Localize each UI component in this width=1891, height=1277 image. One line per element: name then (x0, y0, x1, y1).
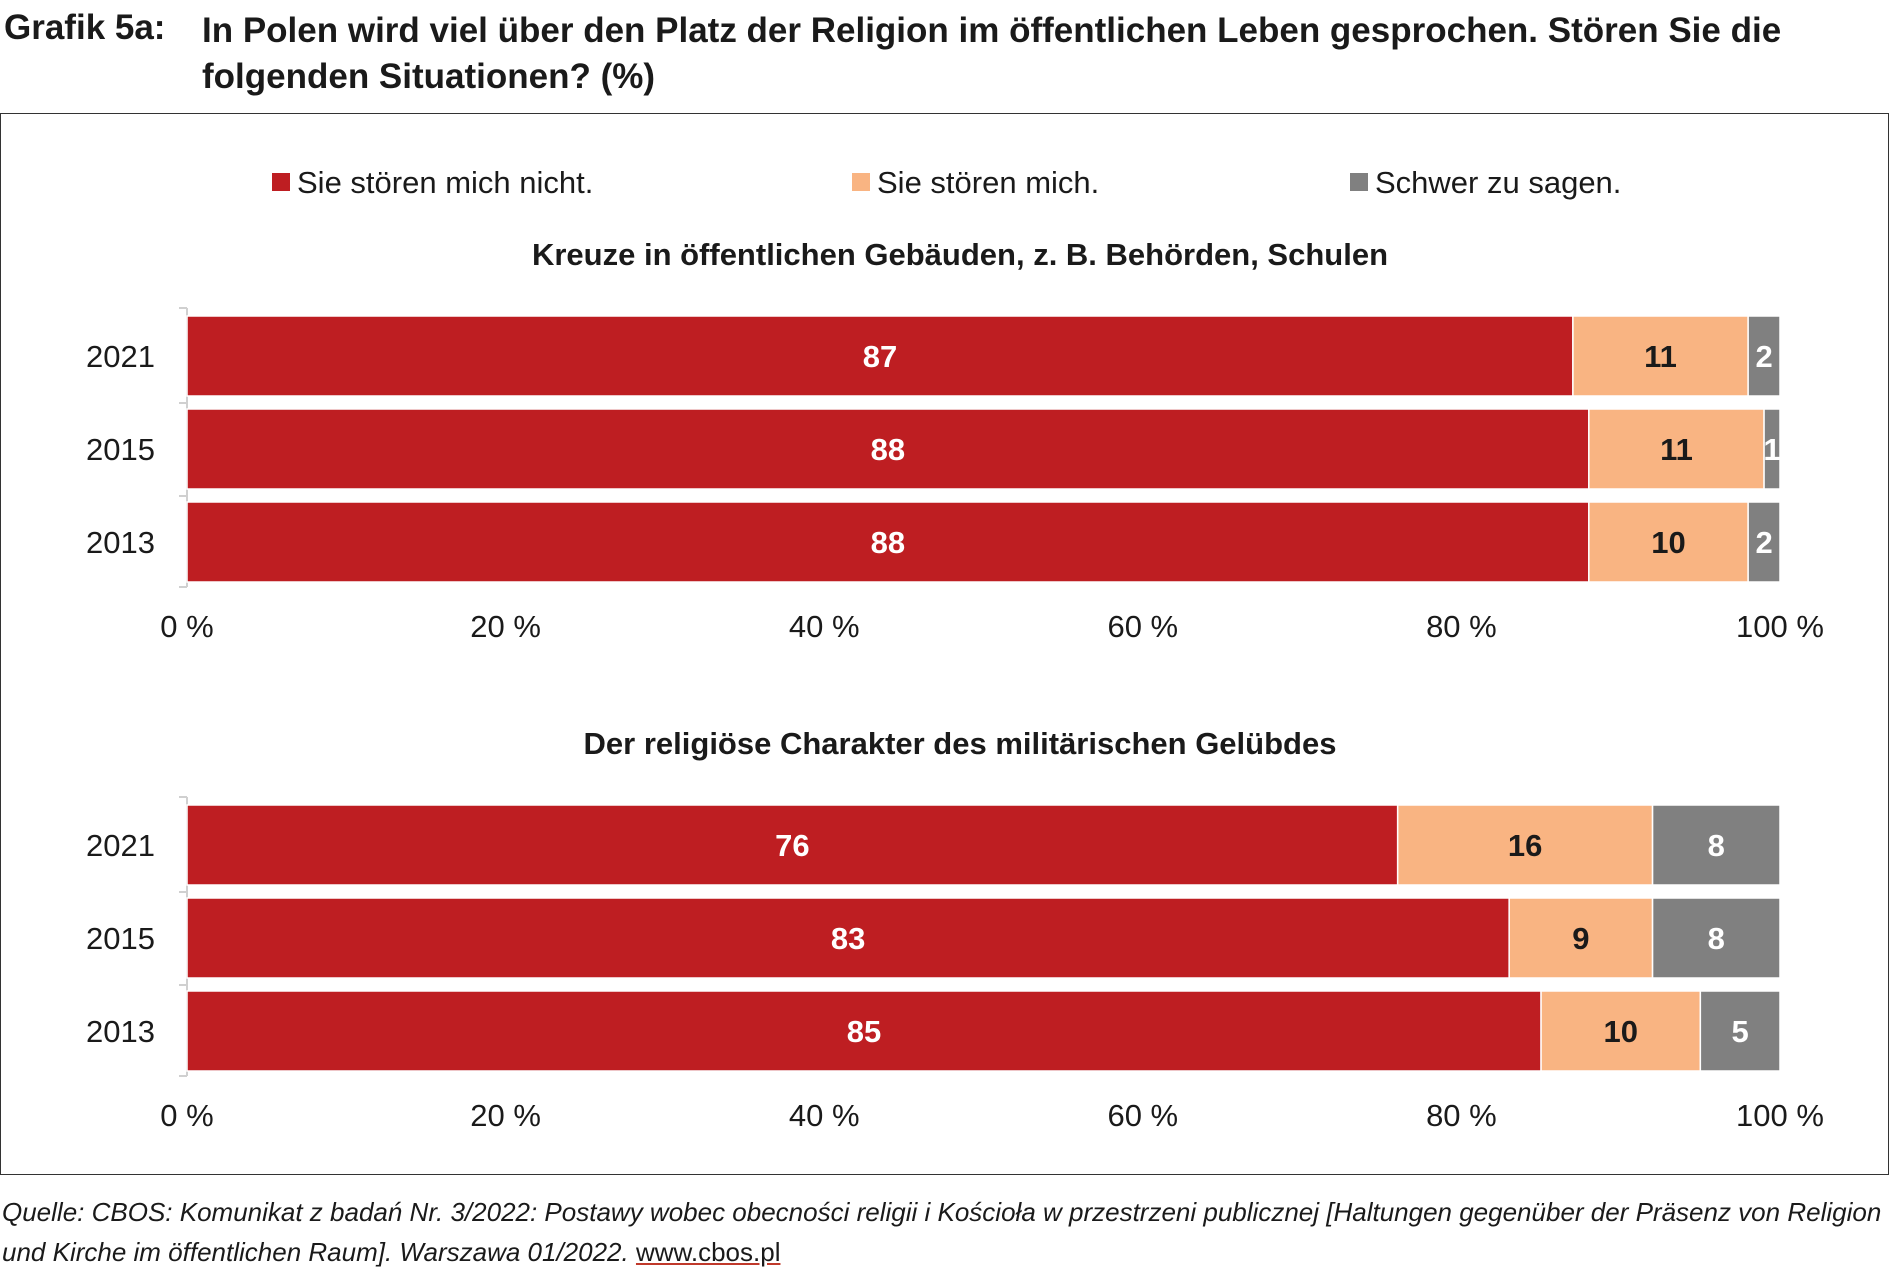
bar-segment-sie-st-ren-mich-nicht-2021 (186, 315, 1574, 397)
bar-segment-sie-st-ren-mich-2015 (1508, 897, 1654, 979)
category-label-2013: 2013 (86, 525, 155, 560)
bar-segment-sie-st-ren-mich-2015 (1588, 408, 1765, 490)
bar-segment-schwer-zu-sagen-2013 (1699, 990, 1781, 1072)
data-label-sie-st-ren-mich-2015: 11 (1660, 432, 1693, 467)
category-label-2015: 2015 (86, 432, 155, 467)
bar-segment-sie-st-ren-mich-2021 (1396, 804, 1654, 886)
data-label-schwer-zu-sagen-2013: 2 (1755, 525, 1772, 560)
data-label-schwer-zu-sagen-2021: 8 (1708, 828, 1725, 863)
legend-label-schwer-zu-sagen: Schwer zu sagen. (1375, 165, 1621, 200)
data-label-schwer-zu-sagen-2015: 8 (1708, 921, 1725, 956)
data-label-sie-st-ren-mich-2021: 11 (1644, 339, 1677, 374)
legend-swatch-schwer-zu-sagen (1350, 173, 1368, 191)
category-label-2015: 2015 (86, 921, 155, 956)
x-tick-label: 60 % (1107, 1098, 1178, 1133)
data-label-sie-st-ren-mich-2013: 10 (1603, 1014, 1637, 1049)
x-tick-label: 60 % (1107, 609, 1178, 644)
legend-swatch-sie-st-ren-mich (852, 173, 870, 191)
figure-label: Grafik 5a: (4, 8, 166, 47)
legend: Sie stören mich nicht. Sie stören mich. Sc… (272, 165, 1621, 200)
x-tick-label: 80 % (1426, 609, 1497, 644)
chart-panel-2: Der religiöse Charakter des militärische… (86, 726, 1824, 1133)
bar-segment-sie-st-ren-mich-nicht-2021 (186, 804, 1399, 886)
bar-segment-schwer-zu-sagen-2015 (1763, 408, 1781, 490)
bar-segment-schwer-zu-sagen-2015 (1651, 897, 1781, 979)
data-label-schwer-zu-sagen-2013: 5 (1732, 1014, 1749, 1049)
data-label-sie-st-ren-mich-nicht-2021: 76 (775, 828, 809, 863)
source-note: Quelle: CBOS: Komunikat z badań Nr. 3/20… (2, 1192, 1887, 1272)
chart-panel-1: Kreuze in öffentlichen Gebäuden, z. B. B… (86, 237, 1824, 644)
chart-frame (0, 113, 1889, 1175)
data-label-sie-st-ren-mich-2015: 9 (1572, 921, 1589, 956)
bar-segment-sie-st-ren-mich-nicht-2015 (186, 897, 1510, 979)
data-label-sie-st-ren-mich-nicht-2015: 83 (831, 921, 865, 956)
data-label-sie-st-ren-mich-2013: 10 (1651, 525, 1685, 560)
data-label-sie-st-ren-mich-nicht-2015: 88 (871, 432, 905, 467)
figure-heading: Grafik 5a: In Polen wird viel über den P… (0, 8, 1891, 104)
bar-segment-schwer-zu-sagen-2021 (1747, 315, 1781, 397)
x-tick-label: 40 % (789, 1098, 860, 1133)
x-tick-label: 0 % (160, 609, 213, 644)
bar-segment-sie-st-ren-mich-2021 (1572, 315, 1749, 397)
x-tick-label: 80 % (1426, 1098, 1497, 1133)
stacked-bar-chart: Sie stören mich nicht. Sie stören mich. Sc… (86, 165, 1824, 1133)
legend-label-sie-st-ren-mich-nicht: Sie stören mich nicht. (297, 165, 593, 200)
bar-segment-sie-st-ren-mich-nicht-2013 (186, 501, 1590, 583)
bar-segment-schwer-zu-sagen-2021 (1651, 804, 1781, 886)
x-tick-label: 40 % (789, 609, 860, 644)
panel-title: Der religiöse Charakter des militärische… (584, 726, 1337, 761)
bar-segment-sie-st-ren-mich-2013 (1540, 990, 1702, 1072)
x-tick-label: 20 % (470, 609, 541, 644)
data-label-sie-st-ren-mich-nicht-2013: 88 (871, 525, 905, 560)
data-label-schwer-zu-sagen-2021: 2 (1755, 339, 1772, 374)
x-tick-label: 100 % (1736, 1098, 1824, 1133)
bar-segment-sie-st-ren-mich-nicht-2013 (186, 990, 1542, 1072)
legend-swatch-sie-st-ren-mich-nicht (272, 173, 290, 191)
legend-label-sie-st-ren-mich: Sie stören mich. (877, 165, 1099, 200)
bar-segment-schwer-zu-sagen-2013 (1747, 501, 1781, 583)
x-tick-label: 0 % (160, 1098, 213, 1133)
source-text: Quelle: CBOS: Komunikat z badań Nr. 3/20… (2, 1197, 1882, 1267)
figure-title: In Polen wird viel über den Platz der Re… (202, 11, 1782, 96)
data-label-sie-st-ren-mich-nicht-2013: 85 (847, 1014, 881, 1049)
chart-panels: Kreuze in öffentlichen Gebäuden, z. B. B… (86, 237, 1824, 1133)
data-label-schwer-zu-sagen-2015: 1 (1763, 432, 1780, 467)
category-label-2021: 2021 (86, 828, 155, 863)
source-link[interactable]: www.cbos.pl (635, 1237, 781, 1267)
panel-title: Kreuze in öffentlichen Gebäuden, z. B. B… (532, 237, 1388, 272)
x-tick-label: 100 % (1736, 609, 1824, 644)
data-label-sie-st-ren-mich-2021: 16 (1508, 828, 1542, 863)
data-label-sie-st-ren-mich-nicht-2021: 87 (863, 339, 897, 374)
category-label-2021: 2021 (86, 339, 155, 374)
x-tick-label: 20 % (470, 1098, 541, 1133)
category-label-2013: 2013 (86, 1014, 155, 1049)
